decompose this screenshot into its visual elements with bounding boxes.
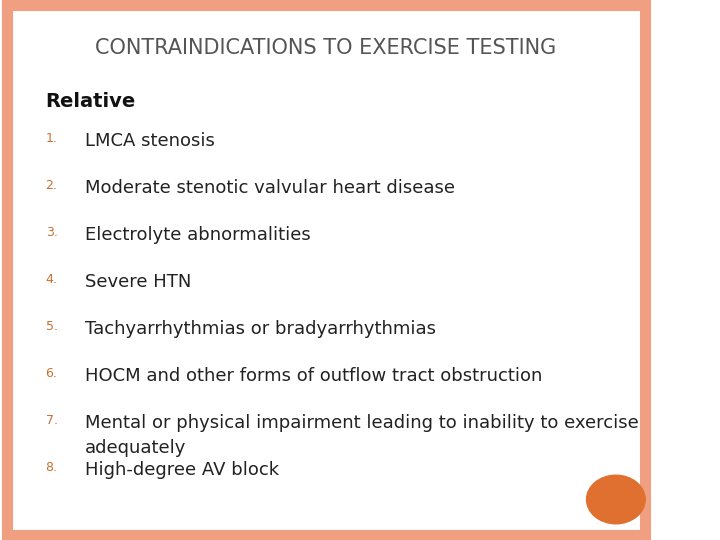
Text: Electrolyte abnormalities: Electrolyte abnormalities [85, 226, 310, 244]
Text: HOCM and other forms of outflow tract obstruction: HOCM and other forms of outflow tract ob… [85, 367, 542, 385]
Text: LMCA stenosis: LMCA stenosis [85, 132, 215, 150]
Text: CONTRAINDICATIONS TO EXERCISE TESTING: CONTRAINDICATIONS TO EXERCISE TESTING [95, 38, 557, 58]
Text: 4.: 4. [45, 273, 58, 286]
Text: Mental or physical impairment leading to inability to exercise
adequately: Mental or physical impairment leading to… [85, 414, 639, 457]
Text: 2.: 2. [45, 179, 58, 192]
Text: 6.: 6. [45, 367, 58, 380]
Text: High-degree AV block: High-degree AV block [85, 461, 279, 479]
Circle shape [587, 475, 645, 524]
Text: 5.: 5. [45, 320, 58, 333]
Text: Tachyarrhythmias or bradyarrhythmias: Tachyarrhythmias or bradyarrhythmias [85, 320, 436, 338]
Text: 7.: 7. [45, 414, 58, 427]
Text: 8.: 8. [45, 461, 58, 474]
Text: 3.: 3. [45, 226, 58, 239]
Text: Severe HTN: Severe HTN [85, 273, 191, 291]
Text: 1.: 1. [45, 132, 58, 145]
Text: Relative: Relative [45, 92, 136, 111]
Text: Moderate stenotic valvular heart disease: Moderate stenotic valvular heart disease [85, 179, 455, 197]
